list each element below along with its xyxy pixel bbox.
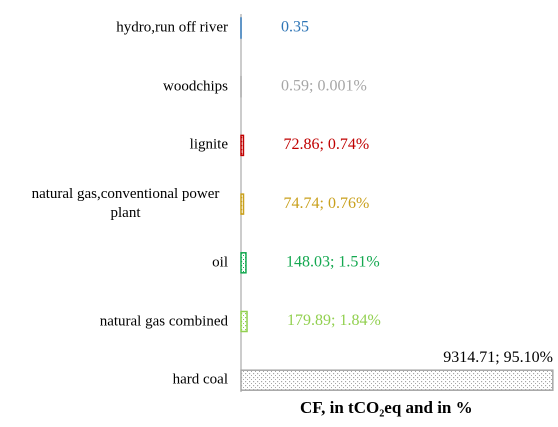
bar bbox=[240, 134, 245, 157]
y-tick-label: oil bbox=[0, 253, 228, 272]
x-axis-label: CF, in tCO₂eq and in % bbox=[300, 398, 473, 417]
y-tick-text: oil bbox=[212, 254, 228, 271]
y-tick-text: hydro,run off river bbox=[116, 19, 228, 36]
y-tick-label: woodchips bbox=[0, 77, 228, 96]
y-tick-label: hydro,run off river bbox=[0, 19, 228, 38]
y-tick-text: woodchips bbox=[163, 78, 228, 95]
y-tick-text: natural gas,conventional power plant bbox=[31, 186, 220, 222]
value-label: 0.59; 0.001% bbox=[281, 77, 367, 94]
value-label: 9314.71; 95.10% bbox=[443, 349, 553, 366]
value-label: 72.86; 0.74% bbox=[283, 136, 369, 153]
value-label: 179.89; 1.84% bbox=[287, 312, 381, 329]
y-tick-label: lignite bbox=[0, 136, 228, 155]
y-tick-label: natural gas combined bbox=[0, 312, 228, 331]
bar bbox=[240, 193, 245, 215]
y-tick-text: hard coal bbox=[172, 371, 228, 388]
value-label: 74.74; 0.76% bbox=[284, 195, 370, 212]
y-tick-text: natural gas combined bbox=[99, 313, 228, 329]
y-tick-label: hard coal bbox=[0, 371, 228, 390]
y-tick-text: lignite bbox=[189, 136, 228, 153]
value-label: 0.35 bbox=[281, 19, 309, 36]
bar bbox=[240, 310, 248, 333]
bar bbox=[240, 252, 247, 274]
y-tick-label: natural gas,conventional power plant bbox=[0, 185, 228, 223]
value-label: 148.03; 1.51% bbox=[286, 253, 380, 270]
bar bbox=[240, 369, 554, 391]
